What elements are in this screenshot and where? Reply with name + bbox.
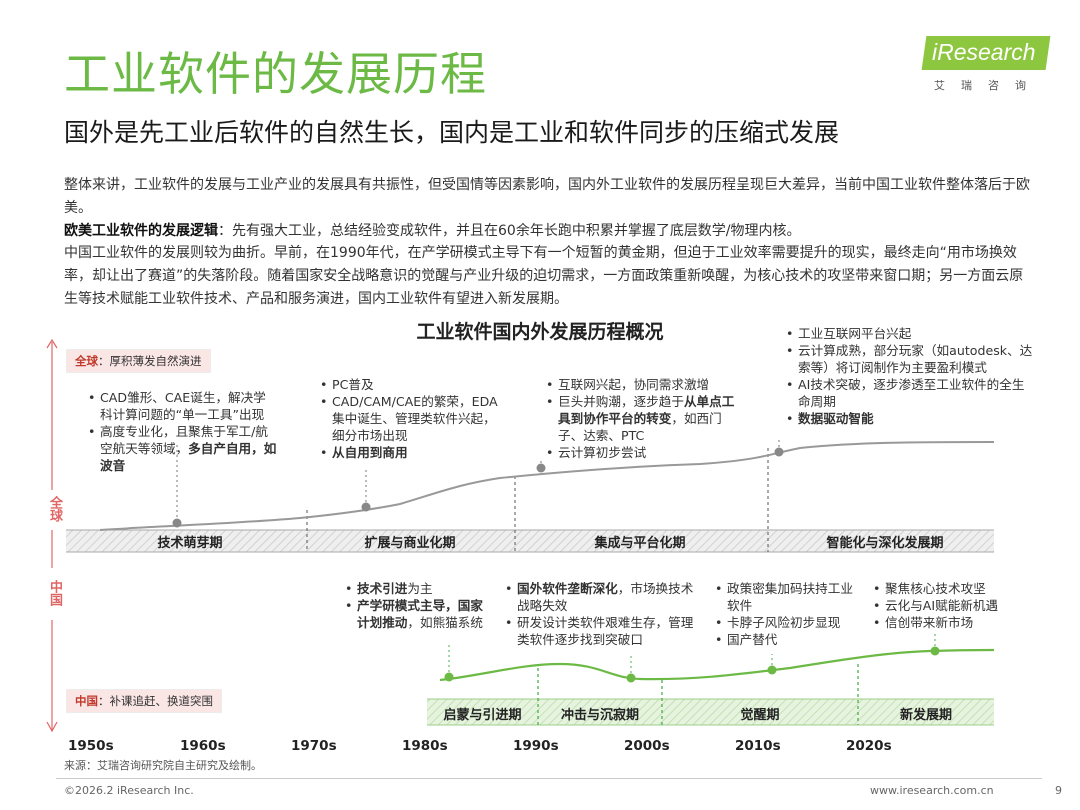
axis-down-arrow (46, 721, 58, 733)
china-note-2-item-1: 国外软件垄断深化，市场换技术战略失效 (505, 580, 705, 614)
axis-up-arrow (46, 338, 58, 349)
global-phase-bar (66, 530, 994, 552)
global-note-2-item-1: PC普及 (320, 376, 498, 393)
decade-1970s: 1970s (291, 738, 337, 754)
decade-1960s: 1960s (180, 738, 226, 754)
global-note-1-item-2: 高度专业化，且聚焦于军工/航空航天等领域，多自产自用，如波音 (88, 423, 278, 474)
china-note-4-item-2: 云化与AI赋能新机遇 (873, 597, 1043, 614)
china-note-1: 技术引进为主 产学研模式主导，国家计划推动，如熊猫系统 (345, 580, 495, 631)
china-note-4: 聚焦核心技术攻坚 云化与AI赋能新机遇 信创带来新市场 (873, 580, 1043, 631)
page-number: 9 (1055, 784, 1062, 797)
copyright-text: ©2026.2 iResearch Inc. (64, 784, 194, 797)
global-note-4: 工业互联网平台兴起 云计算成熟，部分玩家（如autodesk、达索等）将订阅制作… (786, 325, 1036, 427)
global-axis-label: 全球 (47, 496, 62, 522)
global-note-2-item-2: CAD/CAM/CAE的繁荣，EDA集中诞生、管理类软件兴起，细分市场出现 (320, 393, 498, 444)
china-milestone-dot-3 (767, 665, 777, 675)
china-note-3-item-2: 卡脖子风险初步显现 (715, 614, 865, 631)
global-note-3: 互联网兴起，协同需求激增 巨头并购潮，逐步趋于从单点工具到协作平台的转变，如西门… (546, 376, 746, 461)
china-note-3: 政策密集加码扶持工业软件 卡脖子风险初步显现 国产替代 (715, 580, 865, 648)
global-note-4-item-2: 云计算成熟，部分玩家（如autodesk、达索等）将订阅制作为主要盈利模式 (786, 342, 1036, 376)
footer-divider (56, 778, 1042, 779)
china-note-1-item-2: 产学研模式主导，国家计划推动，如熊猫系统 (345, 597, 495, 631)
global-note-1-item-1: CAD雏形、CAE诞生，解决学科计算问题的“单一工具”出现 (88, 389, 278, 423)
china-phase-1: 启蒙与引进期 (443, 708, 522, 723)
china-note-1-item-1: 技术引进为主 (345, 580, 495, 597)
china-note-2-item-2: 研发设计类软件艰难生存，管理类软件逐步找到突破口 (505, 614, 705, 648)
global-note-3-item-3: 云计算初步尝试 (546, 444, 746, 461)
decade-2000s: 2000s (624, 738, 670, 754)
china-phase-3: 觉醒期 (740, 708, 780, 723)
website-link[interactable]: www.iresearch.com.cn (870, 784, 994, 797)
global-note-4-item-3: AI技术突破，逐步渗透至工业软件的全生命周期 (786, 376, 1036, 410)
china-milestone-dot-2 (626, 673, 636, 683)
global-milestone-dot-2 (361, 502, 371, 512)
page-title: 工业软件的发展历程 (64, 47, 487, 101)
china-box-text: ：补课追赶、换道突围 (98, 694, 213, 708)
global-note-2-item-3: 从自用到商用 (320, 444, 498, 461)
china-note-4-item-1: 聚焦核心技术攻坚 (873, 580, 1043, 597)
global-note-1: CAD雏形、CAE诞生，解决学科计算问题的“单一工具”出现 高度专业化，且聚焦于… (88, 389, 278, 474)
global-phase-2: 扩展与商业化期 (364, 536, 456, 551)
global-note-2: PC普及 CAD/CAM/CAE的繁荣，EDA集中诞生、管理类软件兴起，细分市场… (320, 376, 498, 461)
china-growth-curve (439, 648, 995, 682)
intro-text: 整体来讲，工业软件的发展与工业产业的发展具有共振性，但受国情等因素影响，国内外工… (64, 174, 1034, 311)
china-box-prefix: 中国 (75, 694, 98, 708)
global-box-text: ：厚积薄发自然演进 (98, 354, 202, 368)
global-note-4-item-4: 数据驱动智能 (786, 410, 1036, 427)
logo-text: iResearch (932, 39, 1036, 65)
intro-paragraph-1: 整体来讲，工业软件的发展与工业产业的发展具有共振性，但受国情等因素影响，国内外工… (64, 177, 1030, 216)
china-note-3-item-1: 政策密集加码扶持工业软件 (715, 580, 865, 614)
global-growth-curve (99, 441, 995, 531)
china-phase-4: 新发展期 (899, 708, 952, 723)
decade-1980s: 1980s (402, 738, 448, 754)
diagram-title: 工业软件国内外发展历程概况 (416, 321, 664, 343)
china-note-4-item-3: 信创带来新市场 (873, 614, 1043, 631)
global-milestone-dot-1 (172, 518, 182, 528)
china-phase-bar (427, 699, 994, 725)
decade-2010s: 2010s (735, 738, 781, 754)
decade-1990s: 1990s (513, 738, 559, 754)
global-phase-1: 技术萌芽期 (157, 536, 223, 551)
china-note-3-item-3: 国产替代 (715, 631, 865, 648)
global-note-4-item-1: 工业互联网平台兴起 (786, 325, 1036, 342)
china-milestone-dot-1 (444, 672, 454, 682)
logo-subtext: 艾瑞咨询 (934, 79, 1042, 92)
intro-p2-bold: 欧美工业软件的发展逻辑 (64, 222, 218, 239)
global-phase-4: 智能化与深化发展期 (826, 536, 944, 551)
decade-1950s: 1950s (68, 738, 114, 754)
china-milestone-dot-4 (930, 646, 940, 656)
china-note-2: 国外软件垄断深化，市场换技术战略失效 研发设计类软件艰难生存，管理类软件逐步找到… (505, 580, 705, 648)
global-phase-3: 集成与平台化期 (594, 536, 686, 551)
intro-paragraph-3: 中国工业软件的发展则较为曲折。早前，在1990年代，在产学研模式主导下有一个短暂… (64, 245, 1024, 307)
global-box-prefix: 全球 (75, 354, 98, 368)
global-note-3-item-1: 互联网兴起，协同需求激增 (546, 376, 746, 393)
iresearch-logo: iResearch 艾瑞咨询 (920, 36, 1051, 96)
intro-p2-rest: ：先有强大工业，总结经验变成软件，并且在60余年长跑中积累并掌握了底层数学/物理… (218, 222, 801, 239)
global-milestone-dot-3 (536, 463, 546, 473)
global-summary-box: 全球：厚积薄发自然演进 (66, 349, 211, 373)
global-note-3-item-2: 巨头并购潮，逐步趋于从单点工具到协作平台的转变，如西门子、达索、PTC (546, 393, 746, 444)
china-summary-box: 中国：补课追赶、换道突围 (66, 689, 222, 713)
china-phase-2: 冲击与沉寂期 (560, 708, 639, 723)
global-milestone-dot-4 (774, 447, 784, 457)
china-axis-label: 中国 (47, 580, 62, 606)
source-note: 来源：艾瑞咨询研究院自主研究及绘制。 (64, 759, 262, 772)
intro-paragraph-2: 欧美工业软件的发展逻辑：先有强大工业，总结经验变成软件，并且在60余年长跑中积累… (64, 220, 1034, 243)
page-subtitle: 国外是先工业后软件的自然生长，国内是工业和软件同步的压缩式发展 (64, 118, 840, 147)
decade-2020s: 2020s (846, 738, 892, 754)
